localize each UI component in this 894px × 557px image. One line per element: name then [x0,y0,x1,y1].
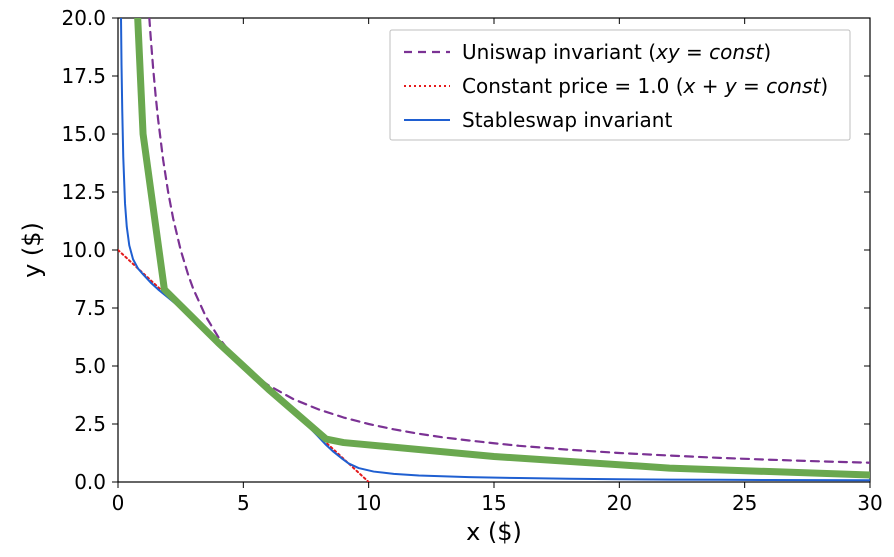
y-tick-label: 5.0 [74,354,106,378]
y-tick-label: 12.5 [61,180,106,204]
y-tick-label: 15.0 [61,122,106,146]
legend-label: Constant price = 1.0 (x + y = const) [462,74,828,98]
y-tick-label: 7.5 [74,296,106,320]
y-tick-label: 20.0 [61,6,106,30]
legend-label: Stableswap invariant [462,108,672,132]
y-tick-label: 17.5 [61,64,106,88]
chart-container: 0 5 10 15 20 25 30 0.0 2.5 5.0 7.5 10.0 12.5 15.0 17.5… [0,0,894,557]
legend-label: Uniswap invariant (xy = const) [462,40,771,64]
x-tick-label: 10 [356,491,381,515]
legend: Uniswap invariant (xy = const) Constant p… [390,30,850,140]
chart-svg: 0 5 10 15 20 25 30 0.0 2.5 5.0 7.5 10.0 12.5 15.0 17.5… [0,0,894,557]
y-tick-label: 10.0 [61,238,106,262]
y-tick-label: 0.0 [74,470,106,494]
x-tick-label: 15 [481,491,506,515]
x-tick-label: 20 [607,491,632,515]
x-tick-label: 0 [112,491,125,515]
x-tick-label: 5 [237,491,250,515]
y-axis-label: y ($) [18,222,46,278]
y-tick-label: 2.5 [74,412,106,436]
x-tick-label: 25 [732,491,757,515]
x-tick-label: 30 [857,491,882,515]
x-axis-label: x ($) [466,518,522,546]
